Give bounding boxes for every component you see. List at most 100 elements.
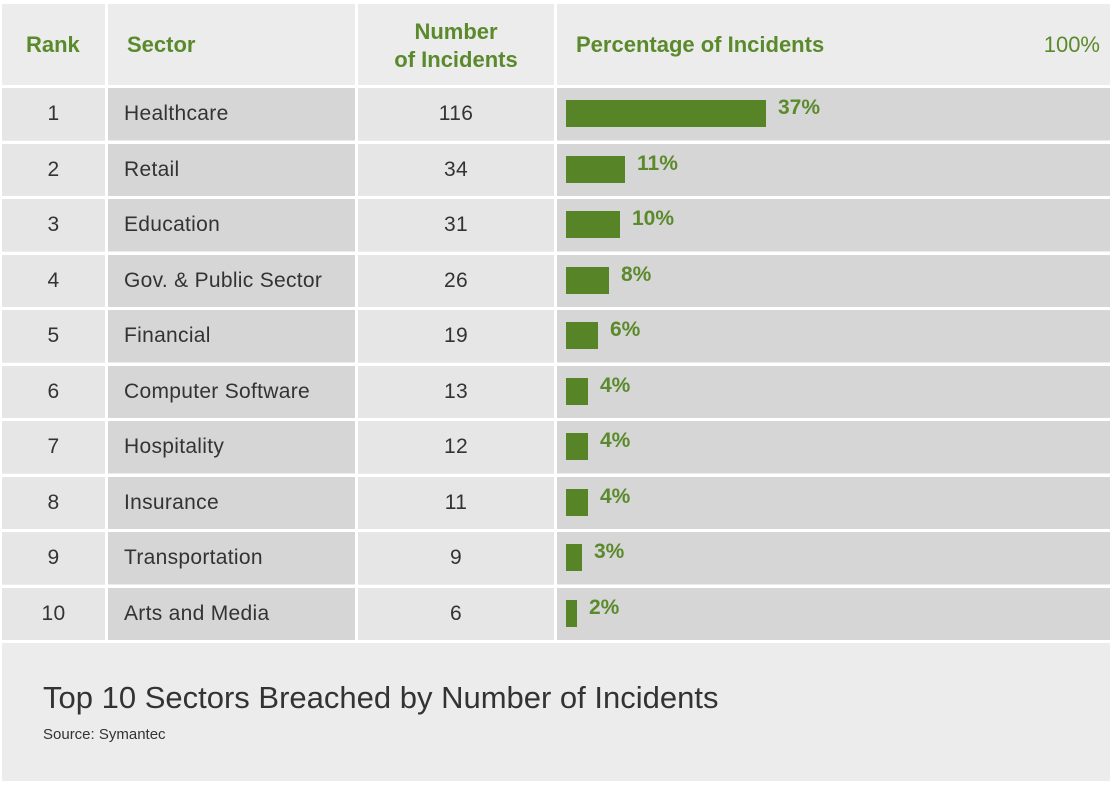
sector-cell: Arts and Media	[108, 588, 355, 640]
sector-cell: Financial	[108, 310, 355, 362]
chart-title: Top 10 Sectors Breached by Number of Inc…	[43, 680, 719, 715]
rank-value: 7	[47, 435, 60, 458]
rank-cell: 1	[2, 88, 105, 140]
table-row: 8 Insurance 11 4%	[2, 477, 1110, 529]
incidents-value: 6	[450, 602, 462, 625]
table-row: 10 Arts and Media 6 2%	[2, 588, 1110, 640]
sector-name: Retail	[124, 158, 180, 181]
sector-name: Insurance	[124, 491, 219, 514]
incidents-cell: 34	[358, 144, 554, 196]
percent-bar	[566, 489, 588, 516]
percent-cell: 4%	[557, 366, 1110, 418]
rank-cell: 4	[2, 255, 105, 307]
percent-label: 4%	[600, 374, 631, 397]
percent-label: 10%	[632, 207, 675, 230]
chart-source: Source: Symantec	[43, 726, 166, 743]
rank-value: 8	[47, 491, 60, 514]
rank-cell: 2	[2, 144, 105, 196]
sector-cell: Healthcare	[108, 88, 355, 140]
incidents-value: 9	[450, 546, 462, 569]
percent-bar	[566, 100, 766, 127]
header-percentage: Percentage of Incidents	[576, 32, 825, 57]
rank-cell: 3	[2, 199, 105, 251]
incidents-cell: 13	[358, 366, 554, 418]
percent-bar	[566, 433, 588, 460]
rank-cell: 5	[2, 310, 105, 362]
percent-cell: 10%	[557, 199, 1110, 251]
rank-value: 3	[47, 213, 60, 236]
rank-value: 5	[47, 324, 60, 347]
percent-cell: 4%	[557, 421, 1110, 473]
chart-table: Rank Sector Number of Incidents Percenta…	[2, 4, 1110, 781]
column-divider	[355, 4, 358, 641]
rank-value: 6	[47, 380, 60, 403]
header-number-line1: Number	[414, 19, 498, 44]
rank-value: 10	[41, 602, 66, 625]
rank-value: 1	[47, 102, 60, 125]
column-divider	[554, 4, 557, 641]
percent-cell: 8%	[557, 255, 1110, 307]
percent-bar	[566, 378, 588, 405]
column-divider	[105, 4, 108, 641]
incidents-value: 116	[438, 102, 474, 125]
sector-name: Gov. & Public Sector	[124, 269, 323, 292]
percent-label: 6%	[610, 318, 641, 341]
sector-cell: Gov. & Public Sector	[108, 255, 355, 307]
sector-name: Hospitality	[124, 435, 225, 458]
percent-bar	[566, 322, 598, 349]
percent-bar	[566, 267, 609, 294]
percent-label: 3%	[594, 540, 625, 563]
table-row: 5 Financial 19 6%	[2, 310, 1110, 362]
incidents-value: 26	[444, 269, 468, 292]
percent-label: 2%	[589, 596, 620, 619]
percent-label: 11%	[637, 152, 678, 175]
rank-cell: 6	[2, 366, 105, 418]
percent-cell: 37%	[557, 88, 1110, 140]
percent-label: 4%	[600, 485, 631, 508]
sector-name: Computer Software	[124, 380, 311, 403]
rank-cell: 8	[2, 477, 105, 529]
chart-footer: Top 10 Sectors Breached by Number of Inc…	[2, 644, 1110, 781]
row-separator	[2, 640, 1110, 643]
sector-cell: Education	[108, 199, 355, 251]
incidents-value: 19	[444, 324, 468, 347]
rank-cell: 10	[2, 588, 105, 640]
incidents-cell: 31	[358, 199, 554, 251]
percent-label: 37%	[778, 96, 821, 119]
table-row: 3 Education 31 10%	[2, 199, 1110, 251]
percent-bar	[566, 156, 625, 183]
incidents-value: 34	[444, 158, 468, 181]
sector-name: Healthcare	[124, 102, 229, 125]
header-number-line2: of Incidents	[394, 47, 518, 72]
header-number: Number of Incidents	[358, 18, 554, 74]
table-row: 7 Hospitality 12 4%	[2, 421, 1110, 473]
rank-cell: 9	[2, 532, 105, 584]
incidents-cell: 19	[358, 310, 554, 362]
percent-cell: 2%	[557, 588, 1110, 640]
sector-cell: Hospitality	[108, 421, 355, 473]
incidents-value: 11	[444, 491, 468, 514]
sector-name: Financial	[124, 324, 211, 347]
sector-cell: Retail	[108, 144, 355, 196]
table-row: 1 Healthcare 116 37%	[2, 88, 1110, 140]
incidents-cell: 6	[358, 588, 554, 640]
rank-value: 2	[47, 158, 60, 181]
header-sector: Sector	[127, 32, 196, 57]
sector-cell: Transportation	[108, 532, 355, 584]
sector-name: Education	[124, 213, 221, 236]
table-row: 2 Retail 34 11%	[2, 144, 1110, 196]
sector-cell: Insurance	[108, 477, 355, 529]
incidents-cell: 116	[358, 88, 554, 140]
incidents-value: 13	[444, 380, 468, 403]
percent-label: 8%	[621, 263, 652, 286]
table-row: 4 Gov. & Public Sector 26 8%	[2, 255, 1110, 307]
incidents-cell: 9	[358, 532, 554, 584]
incidents-cell: 12	[358, 421, 554, 473]
rank-value: 4	[47, 269, 60, 292]
percent-bar	[566, 600, 577, 627]
percent-bar	[566, 544, 582, 571]
rank-cell: 7	[2, 421, 105, 473]
incidents-cell: 11	[358, 477, 554, 529]
incidents-value: 12	[444, 435, 468, 458]
header-max-label: 100%	[1043, 32, 1100, 57]
